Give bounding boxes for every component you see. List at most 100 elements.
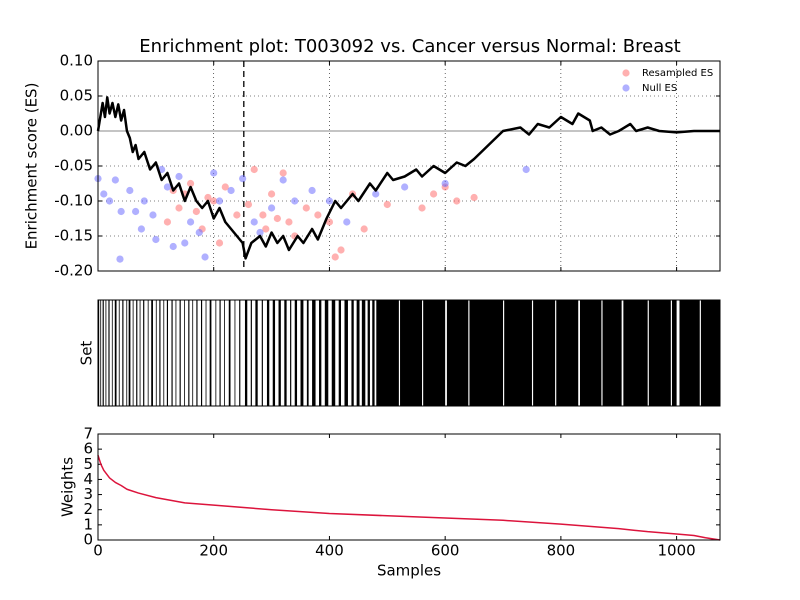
legend-label: Resampled ES — [642, 68, 713, 79]
scatter-point — [453, 197, 461, 205]
scatter-point — [201, 253, 209, 261]
y-tick-label: -0.15 — [54, 227, 93, 245]
set-hit — [446, 300, 469, 406]
set-hit — [351, 300, 354, 406]
set-hit — [188, 300, 190, 406]
set-hit — [108, 300, 110, 406]
set-hit — [266, 300, 270, 406]
x-tick-label: 600 — [431, 542, 460, 560]
y-tick-label: 6 — [83, 440, 93, 458]
scatter-point — [256, 228, 264, 237]
x-tick-label: 200 — [199, 542, 228, 560]
y-tick-label: 5 — [83, 455, 93, 473]
set-hit — [200, 300, 203, 406]
set-hit — [679, 300, 700, 406]
y-tick-label: 0.00 — [60, 122, 93, 140]
scatter-point — [331, 253, 339, 261]
plot-frame — [97, 299, 721, 407]
y-tick-label: 7 — [83, 425, 93, 443]
scatter-point — [215, 197, 224, 205]
set-hit — [361, 300, 366, 406]
set-hit — [602, 300, 622, 406]
scatter-point — [175, 204, 183, 212]
set-hit — [151, 300, 153, 406]
set-hit — [155, 300, 157, 406]
scatter-point — [325, 197, 334, 205]
set-hit — [306, 300, 309, 406]
plot-frame — [97, 60, 721, 272]
scatter-point — [401, 183, 409, 191]
scatter-point — [302, 204, 310, 212]
set-hit — [98, 300, 100, 406]
scatter-point — [279, 169, 287, 177]
scatter-point — [163, 218, 172, 226]
scatter-point — [105, 197, 114, 205]
scatter-point — [149, 211, 157, 219]
scatter-point — [111, 176, 119, 184]
y-axis-label: Enrichment score (ES) — [23, 83, 41, 250]
set-hit — [184, 300, 186, 406]
scatter-point — [383, 200, 391, 209]
set-hit — [166, 300, 169, 406]
scatter-point — [279, 176, 287, 184]
scatter-point — [132, 207, 140, 216]
set-hit — [367, 300, 370, 406]
scatter-point — [441, 179, 449, 188]
y-tick-label: 0.10 — [60, 52, 93, 70]
x-axis-label: Samples — [377, 562, 441, 580]
set-hit — [250, 300, 252, 406]
scatter-point — [308, 186, 316, 195]
y-tick-label: 0 — [83, 531, 93, 549]
legend-marker — [622, 84, 630, 92]
set-hit — [504, 300, 532, 406]
y-tick-label: -0.05 — [54, 157, 93, 175]
set-hit — [356, 300, 360, 406]
set-hit — [272, 300, 276, 406]
scatter-point — [175, 172, 183, 181]
scatter-point — [239, 175, 247, 183]
set-hit — [147, 300, 149, 406]
set-hit — [136, 300, 138, 406]
scatter-point — [195, 228, 203, 237]
set-hit — [648, 300, 671, 406]
set-hit — [219, 300, 221, 406]
chart-title: Enrichment plot: T003092 vs. Cancer vers… — [139, 36, 680, 57]
scatter-point — [137, 225, 145, 233]
legend-marker — [622, 69, 630, 77]
set-hit — [623, 300, 648, 406]
set-hit — [278, 300, 281, 406]
set-hit — [114, 300, 117, 406]
set-hit — [205, 300, 207, 406]
set-hit — [239, 300, 241, 406]
scatter-point — [522, 165, 530, 174]
set-hit — [175, 300, 177, 406]
scatter-point — [259, 211, 267, 219]
set-hit — [344, 300, 348, 406]
set-hit — [215, 300, 217, 406]
set-hit — [224, 300, 225, 406]
set-hit — [312, 300, 316, 406]
scatter-point — [244, 200, 253, 209]
set-hit — [324, 300, 329, 406]
set-hit — [400, 300, 423, 406]
set-hit — [163, 300, 165, 406]
y-tick-label: 1 — [83, 515, 93, 533]
scatter-point — [186, 179, 195, 188]
x-tick-label: 1000 — [658, 542, 696, 560]
set-hit — [423, 300, 446, 406]
set-hit — [171, 300, 173, 406]
y-tick-label: -0.10 — [54, 192, 93, 210]
y-axis-label: Weights — [59, 457, 77, 517]
scatter-point — [192, 207, 200, 216]
scatter-point — [325, 218, 334, 226]
scatter-point — [215, 239, 224, 247]
scatter-point — [372, 190, 380, 198]
line — [97, 454, 721, 541]
scatter-point — [285, 218, 293, 226]
set-hit — [209, 300, 212, 406]
scatter-point — [267, 190, 276, 198]
scatter-point — [210, 169, 218, 177]
scatter-point — [337, 246, 345, 254]
scatter-point — [250, 165, 258, 174]
